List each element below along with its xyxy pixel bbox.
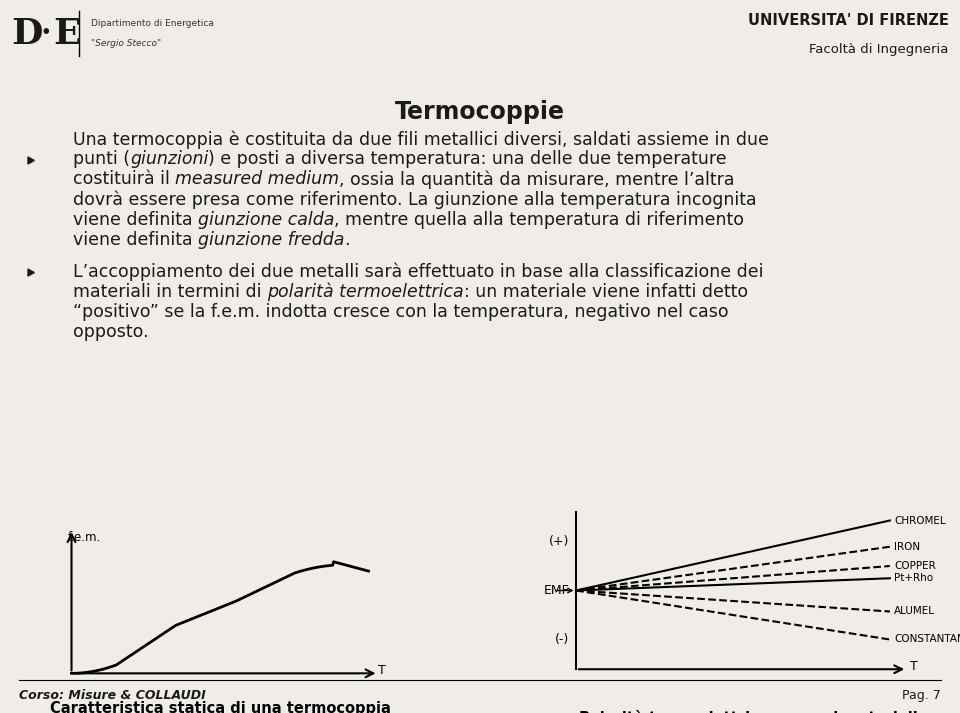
- Text: f.e.m.: f.e.m.: [68, 530, 102, 544]
- Text: viene definita: viene definita: [73, 230, 198, 249]
- Text: CHROMEL: CHROMEL: [894, 515, 946, 525]
- Text: ALUMEL: ALUMEL: [894, 607, 935, 617]
- Text: Dipartimento di Energetica: Dipartimento di Energetica: [91, 19, 214, 28]
- Text: polarità termoelettrica: polarità termoelettrica: [267, 282, 464, 301]
- Text: , mentre quella alla temperatura di riferimento: , mentre quella alla temperatura di rife…: [334, 210, 745, 229]
- Text: materiali in termini di: materiali in termini di: [73, 282, 267, 301]
- Text: punti (: punti (: [73, 150, 130, 168]
- Text: T: T: [910, 660, 918, 673]
- Text: E: E: [53, 16, 81, 51]
- Text: dovrà essere presa come riferimento. La giunzione alla temperatura incognita: dovrà essere presa come riferimento. La …: [73, 190, 756, 209]
- Text: (-): (-): [555, 633, 569, 646]
- Text: opposto.: opposto.: [73, 322, 149, 341]
- Text: Facoltà di Ingegneria: Facoltà di Ingegneria: [809, 43, 948, 56]
- Text: D: D: [12, 16, 43, 51]
- Polygon shape: [28, 269, 35, 276]
- Text: IRON: IRON: [894, 542, 921, 552]
- Text: viene definita: viene definita: [73, 210, 198, 229]
- Text: ·: ·: [40, 19, 51, 49]
- Text: EMF: EMF: [543, 584, 569, 597]
- Text: Pag. 7: Pag. 7: [902, 689, 941, 702]
- Text: giunzione calda: giunzione calda: [198, 210, 334, 229]
- Text: Pt+Rho: Pt+Rho: [894, 573, 933, 583]
- Text: CONSTANTAN: CONSTANTAN: [894, 635, 960, 645]
- Text: , ossia la quantità da misurare, mentre l’altra: , ossia la quantità da misurare, mentre …: [340, 170, 734, 189]
- Text: Polarità termoelettrica per vari materiali: Polarità termoelettrica per vari materia…: [579, 709, 918, 713]
- Text: T: T: [378, 665, 386, 677]
- Text: Termocoppie: Termocoppie: [395, 101, 565, 125]
- Text: “positivo” se la f.e.m. indotta cresce con la temperatura, negativo nel caso: “positivo” se la f.e.m. indotta cresce c…: [73, 302, 729, 321]
- Text: giunzioni: giunzioni: [130, 150, 208, 168]
- Text: COPPER: COPPER: [894, 561, 936, 571]
- Text: giunzione fredda: giunzione fredda: [198, 230, 345, 249]
- Text: measured medium: measured medium: [176, 170, 340, 188]
- Text: "Sergio Stecco": "Sergio Stecco": [91, 39, 161, 48]
- Text: Una termocoppia è costituita da due fili metallici diversi, saldati assieme in d: Una termocoppia è costituita da due fili…: [73, 130, 769, 149]
- Text: Corso: Misure & COLLAUDI: Corso: Misure & COLLAUDI: [19, 689, 206, 702]
- Text: ) e posti a diversa temperatura: una delle due temperature: ) e posti a diversa temperatura: una del…: [208, 150, 727, 168]
- Text: costituirà il: costituirà il: [73, 170, 176, 188]
- Text: (+): (+): [549, 535, 569, 548]
- Text: UNIVERSITA' DI FIRENZE: UNIVERSITA' DI FIRENZE: [748, 14, 948, 29]
- Text: .: .: [345, 230, 350, 249]
- Text: : un materiale viene infatti detto: : un materiale viene infatti detto: [464, 282, 748, 301]
- Polygon shape: [28, 157, 35, 164]
- Text: Caratteristica statica di una termocoppia: Caratteristica statica di una termocoppi…: [50, 702, 391, 713]
- Text: L’accoppiamento dei due metalli sarà effettuato in base alla classificazione dei: L’accoppiamento dei due metalli sarà eff…: [73, 262, 763, 281]
